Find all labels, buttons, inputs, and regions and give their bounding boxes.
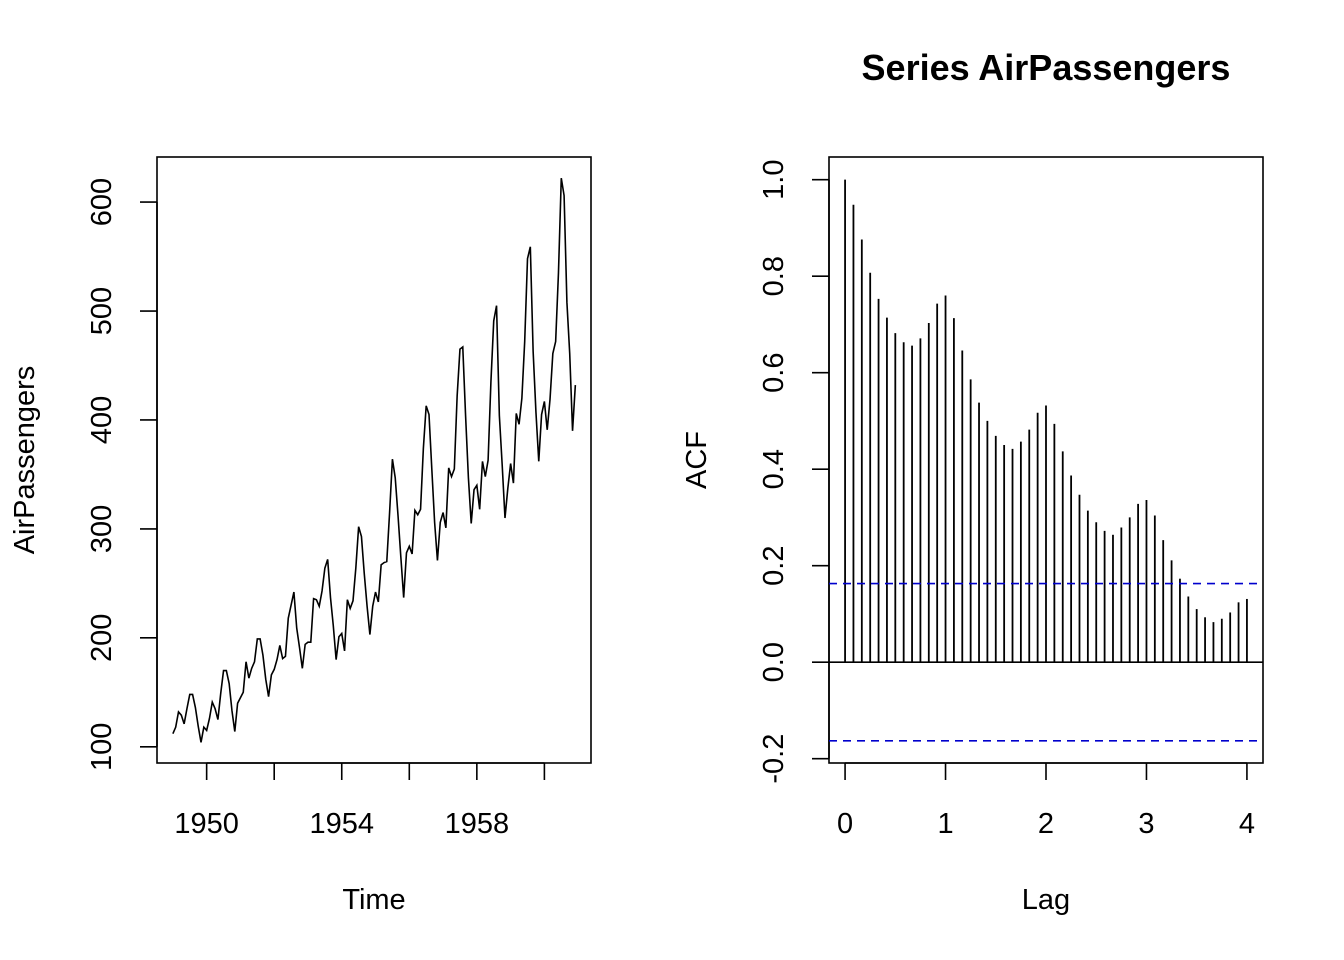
acf-panel: Series AirPassengers 0 1 2 3 4 -0.2 0.0 0.2 0.4… — [681, 47, 1264, 916]
passengers-line — [172, 178, 577, 743]
y-tick-label-right: -0.2 — [758, 734, 790, 784]
x-tick-label-right: 2 — [1038, 808, 1054, 840]
y-tick-label-left: 200 — [86, 614, 118, 662]
x-axis-right: 0 1 2 3 4 — [837, 762, 1255, 840]
plot-frame-left — [156, 156, 592, 764]
y-axis-right: -0.2 0.0 0.2 0.4 0.6 0.8 1.0 — [758, 160, 830, 784]
time-series-panel: 1950 1954 1958 100 200 300 400 500 600 Time Air… — [9, 156, 592, 916]
y-axis-left: 100 200 300 400 500 600 — [86, 178, 158, 771]
x-axis-title-left: Time — [342, 884, 405, 916]
y-tick-label-right: 0.2 — [758, 545, 790, 585]
y-tick-label-left: 600 — [86, 178, 118, 226]
x-axis-title-right: Lag — [1022, 884, 1070, 916]
y-axis-title-left: AirPassengers — [9, 366, 41, 555]
y-tick-label-left: 300 — [86, 505, 118, 553]
y-tick-label-left: 500 — [86, 287, 118, 335]
x-tick-label-left: 1950 — [174, 808, 239, 840]
x-tick-label-right: 1 — [937, 808, 953, 840]
y-tick-label-right: 0.6 — [758, 353, 790, 393]
y-axis-title-right: ACF — [681, 431, 713, 489]
y-tick-label-left: 400 — [86, 396, 118, 444]
x-tick-label-right: 0 — [837, 808, 853, 840]
x-tick-label-left: 1958 — [445, 808, 510, 840]
x-tick-label-right: 3 — [1138, 808, 1154, 840]
acf-bars — [844, 179, 1248, 663]
acf-title: Series AirPassengers — [862, 47, 1231, 88]
x-tick-label-left: 1954 — [309, 808, 374, 840]
y-tick-label-right: 0.8 — [758, 256, 790, 296]
x-tick-label-right: 4 — [1239, 808, 1255, 840]
y-tick-label-right: 0.0 — [758, 642, 790, 682]
y-tick-label-left: 100 — [86, 723, 118, 771]
y-tick-label-right: 0.4 — [758, 449, 790, 489]
y-tick-label-right: 1.0 — [758, 160, 790, 200]
x-axis-left: 1950 1954 1958 — [174, 762, 546, 840]
